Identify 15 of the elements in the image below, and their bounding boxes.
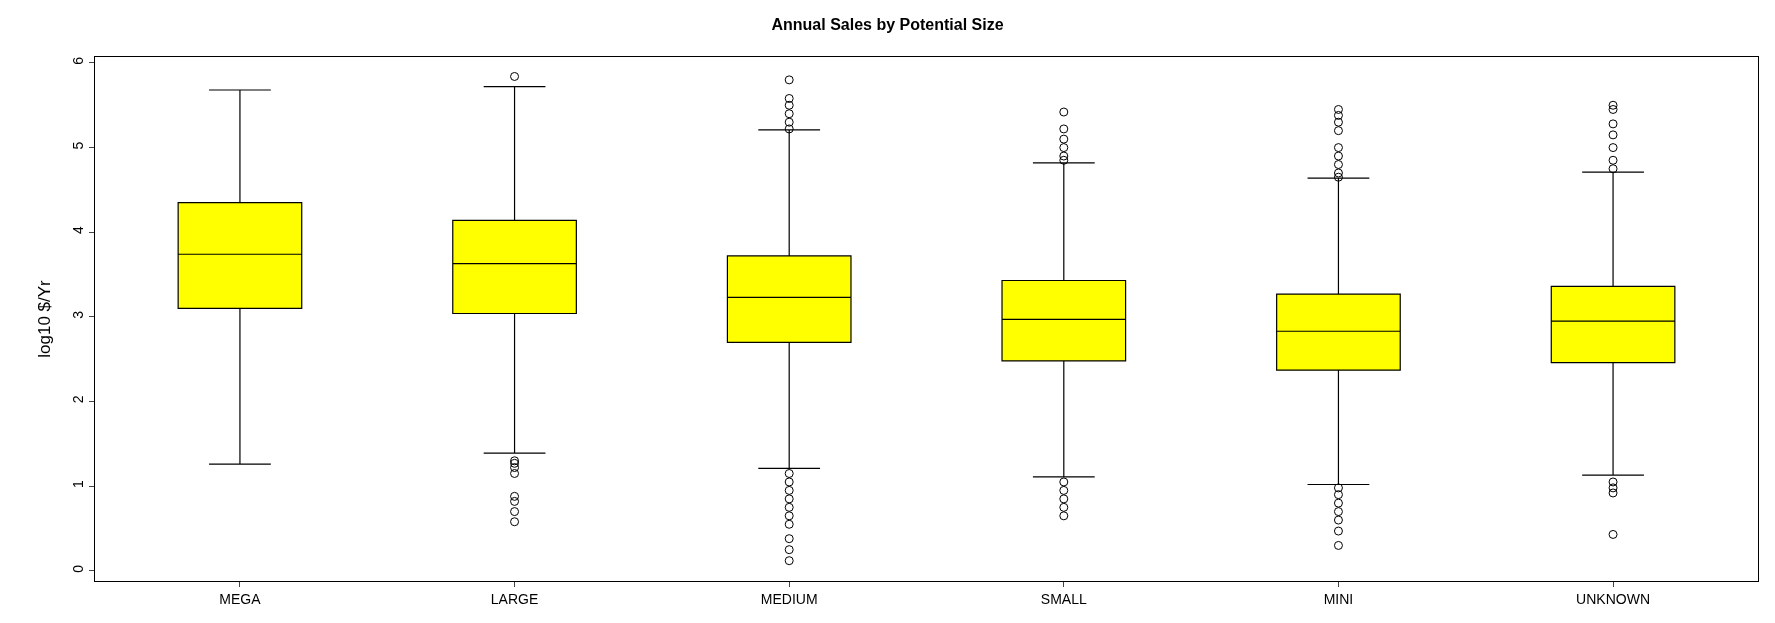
- y-tick-label: 4: [70, 226, 87, 235]
- chart-title: Annual Sales by Potential Size: [771, 15, 1004, 33]
- y-tick-label: 3: [70, 310, 87, 319]
- x-tick-label: MEDIUM: [760, 590, 818, 607]
- x-tick-label: MEGA: [219, 590, 262, 607]
- x-tick-label: LARGE: [490, 590, 539, 607]
- y-tick-label: 2: [70, 395, 87, 404]
- y-axis-title: log10 $/Yr: [34, 279, 54, 358]
- y-tick-label: 5: [70, 141, 87, 150]
- x-tick-label: SMALL: [1040, 590, 1087, 607]
- x-tick-label: MINI: [1323, 590, 1354, 607]
- y-tick-label: 6: [70, 56, 87, 65]
- y-tick-label: 1: [70, 479, 87, 488]
- y-tick-label: 0: [70, 564, 87, 573]
- x-tick-label: UNKNOWN: [1576, 590, 1651, 607]
